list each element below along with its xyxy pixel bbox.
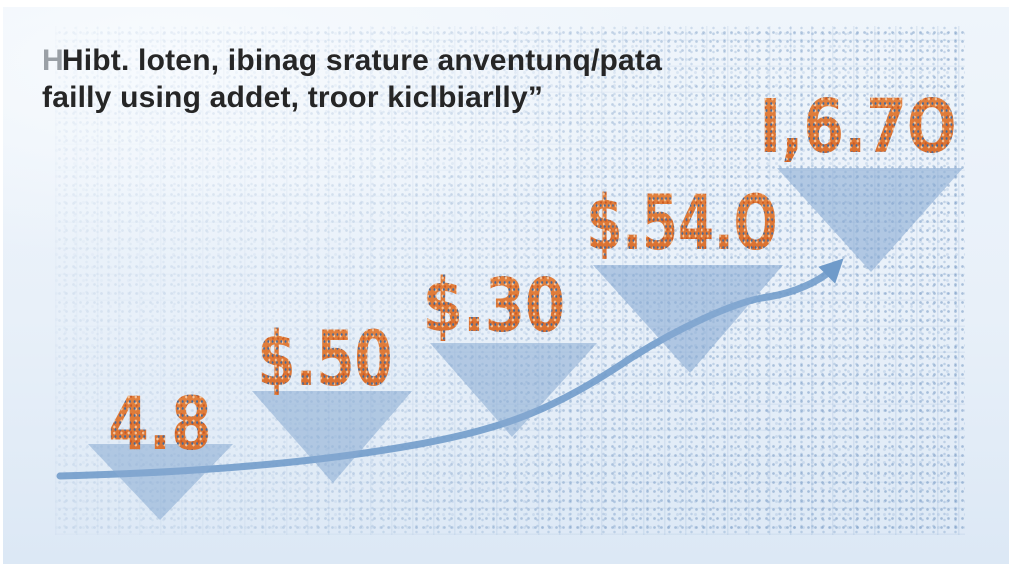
chart-title: HHibt. loten, ibinag srature anventunq/p… bbox=[42, 42, 662, 116]
title-line-1-text: Hibt. loten, ibinag srature anventunq/pa… bbox=[61, 44, 662, 77]
chart-title-line-1: HHibt. loten, ibinag srature anventunq/p… bbox=[42, 42, 662, 79]
title-ghost-character: H bbox=[42, 44, 64, 77]
milestone-triangle-2 bbox=[252, 391, 412, 483]
milestone-triangle-4 bbox=[593, 265, 783, 373]
milestone-triangle-1 bbox=[88, 444, 233, 520]
milestone-triangle-5 bbox=[777, 168, 963, 272]
value-label-3: $.30 bbox=[422, 263, 566, 349]
milestone-triangle-3 bbox=[430, 343, 597, 437]
trend-arrow-curve bbox=[56, 258, 844, 480]
value-label-2: $.50 bbox=[257, 314, 393, 403]
value-label-5: I,6.7O bbox=[759, 84, 957, 170]
chart-title-line-2: failly using addet, troor kiclbiarlly” bbox=[42, 81, 544, 114]
value-label-1: 4.8 bbox=[108, 382, 212, 467]
value-label-4: $.54.O bbox=[586, 178, 778, 267]
